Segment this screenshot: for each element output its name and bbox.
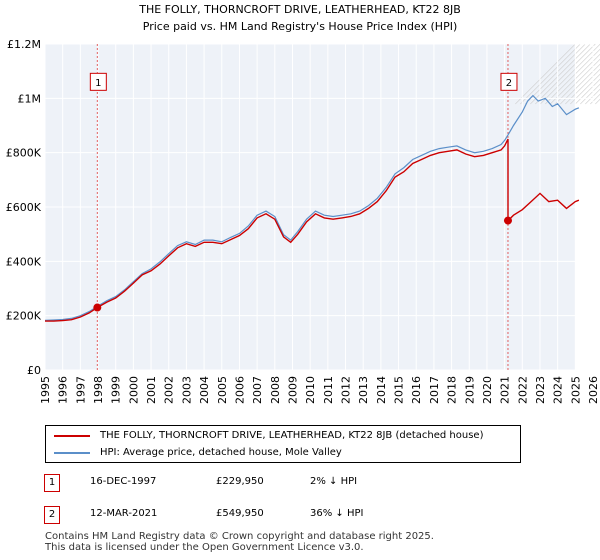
x-tick-label: 1995 <box>39 376 52 404</box>
x-tick-label: 2017 <box>428 376 441 404</box>
annotation-badge-label: 1 <box>95 78 101 89</box>
x-tick-label: 2018 <box>446 376 459 404</box>
transaction-date: 12-MAR-2021 <box>90 508 158 519</box>
series-line-hpi <box>44 94 580 321</box>
transaction-badge: 1 <box>44 474 60 492</box>
x-tick-label: 2001 <box>145 376 158 404</box>
y-tick-label: £0 <box>27 364 41 377</box>
x-tick-label: 2022 <box>516 376 529 404</box>
x-tick-label: 2004 <box>198 376 211 404</box>
future-hatch <box>515 43 576 105</box>
x-tick-label: 2003 <box>180 376 193 404</box>
annotation-badge-label: 2 <box>506 78 512 89</box>
chart-subtitle: Price paid vs. HM Land Registry's House … <box>143 20 458 33</box>
y-tick-label: £400K <box>6 255 42 268</box>
x-tick-label: 2021 <box>499 376 512 404</box>
footer: Contains HM Land Registry data © Crown c… <box>45 531 434 553</box>
x-tick-label: 1996 <box>57 376 70 404</box>
future-hatch <box>580 83 600 105</box>
legend: THE FOLLY, THORNCROFT DRIVE, LEATHERHEAD… <box>45 425 521 463</box>
x-tick-label: 2025 <box>569 376 582 404</box>
legend-item-hpi: HPI: Average price, detached house, Mole… <box>46 445 342 461</box>
transaction-badge: 2 <box>44 506 60 524</box>
legend-label-property: THE FOLLY, THORNCROFT DRIVE, LEATHERHEAD… <box>100 430 484 441</box>
x-tick-label: 2002 <box>163 376 176 404</box>
y-tick-label: £600K <box>6 201 42 214</box>
x-tick-label: 2024 <box>552 376 565 404</box>
sale-point <box>93 303 102 312</box>
x-tick-label: 1998 <box>92 376 105 404</box>
x-tick-label: 2015 <box>393 376 406 404</box>
transaction-hpi: 36% ↓ HPI <box>310 508 364 519</box>
annotation-badge <box>89 72 107 91</box>
future-hatch <box>540 43 600 105</box>
x-tick-label: 2007 <box>251 376 264 404</box>
future-hatch <box>570 73 600 105</box>
future-hatch <box>535 43 596 105</box>
legend-label-hpi: HPI: Average price, detached house, Mole… <box>100 447 342 458</box>
x-tick-label: 2010 <box>304 376 317 404</box>
x-tick-label: 2006 <box>233 376 246 404</box>
y-tick-label: £200K <box>6 310 42 323</box>
transaction-price: £229,950 <box>216 476 264 487</box>
x-tick-label: 1997 <box>74 376 87 404</box>
x-tick-label: 2026 <box>587 376 600 404</box>
legend-item-property: THE FOLLY, THORNCROFT DRIVE, LEATHERHEAD… <box>46 428 484 444</box>
x-tick-label: 2014 <box>375 376 388 404</box>
x-tick-label: 2016 <box>410 376 423 404</box>
transaction-date: 16-DEC-1997 <box>90 476 157 487</box>
x-tick-label: 1999 <box>110 376 123 404</box>
x-tick-label: 2019 <box>463 376 476 404</box>
transaction-row: 2 12-MAR-2021 £549,950 36% ↓ HPI <box>0 506 600 526</box>
future-hatch <box>560 63 600 105</box>
transaction-hpi: 2% ↓ HPI <box>310 476 358 487</box>
x-tick-label: 2011 <box>322 376 335 404</box>
transaction-row: 1 16-DEC-1997 £229,950 2% ↓ HPI <box>0 474 600 494</box>
future-hatch <box>520 43 581 105</box>
x-tick-label: 2005 <box>216 376 229 404</box>
footer-line-2: This data is licensed under the Open Gov… <box>45 542 364 553</box>
x-tick-label: 2008 <box>269 376 282 404</box>
x-tick-label: 2023 <box>534 376 547 404</box>
x-tick-label: 2000 <box>127 376 140 404</box>
chart-title: THE FOLLY, THORNCROFT DRIVE, LEATHERHEAD… <box>138 3 461 16</box>
transaction-price: £549,950 <box>216 508 264 519</box>
x-tick-label: 2009 <box>286 376 299 404</box>
sale-point <box>503 216 512 225</box>
future-hatch <box>555 58 600 105</box>
legend-swatch-property <box>54 435 90 437</box>
legend-swatch-hpi <box>54 452 90 454</box>
future-hatch <box>550 53 600 105</box>
price-chart: THE FOLLY, THORNCROFT DRIVE, LEATHERHEAD… <box>6 3 600 404</box>
annotation-badge <box>500 72 518 91</box>
y-tick-label: £1M <box>18 92 42 105</box>
y-tick-label: £1.2M <box>7 38 41 51</box>
series-line-property <box>45 138 580 322</box>
y-tick-label: £800K <box>6 147 42 160</box>
x-tick-label: 2013 <box>357 376 370 404</box>
footer-line-1: Contains HM Land Registry data © Crown c… <box>45 531 434 542</box>
x-tick-label: 2020 <box>481 376 494 404</box>
future-hatch <box>575 78 600 105</box>
x-tick-label: 2012 <box>340 376 353 404</box>
future-hatch <box>585 88 600 105</box>
